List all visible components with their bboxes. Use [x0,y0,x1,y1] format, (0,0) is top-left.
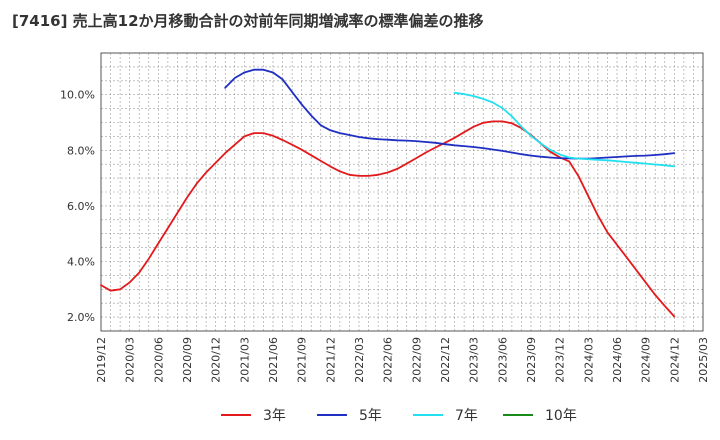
x-tick-label: 2021/03 [238,337,251,383]
x-tick-label: 2022/12 [439,337,452,383]
chart-title: [7416] 売上高12か月移動合計の対前年同期増減率の標準偏差の推移 [12,12,484,30]
plot-frame [100,52,704,332]
legend-label-1: 3年 [263,408,286,424]
series-line-2 [224,68,676,160]
x-tick-label: 2023/06 [496,337,509,383]
x-tick-label: 2023/09 [525,337,538,383]
x-tick-label: 2024/03 [582,337,595,383]
x-tick-label: 2022/03 [353,337,366,383]
x-tick-label: 2023/12 [554,337,567,383]
x-tick-label: 2019/12 [95,337,108,383]
x-tick-label: 2022/06 [382,337,395,383]
x-tick-label: 2021/06 [267,337,280,383]
x-tick-label: 2024/06 [611,337,624,383]
x-tick-label: 2020/06 [152,337,165,383]
y-tick-label: 10.0% [60,89,95,102]
legend-label-2: 5年 [359,408,382,424]
y-tick-label: 8.0% [67,144,95,157]
x-tick-label: 2021/12 [324,337,337,383]
series-line-1 [100,120,676,318]
y-tick-label: 4.0% [67,256,95,269]
x-tick-label: 2025/03 [697,337,710,383]
x-tick-label: 2020/09 [181,337,194,383]
x-tick-label: 2020/12 [210,337,223,383]
legend-label-3: 7年 [455,408,478,424]
y-tick-label: 6.0% [67,200,95,213]
y-tick-label: 2.0% [67,311,95,324]
x-tick-label: 2020/03 [124,337,137,383]
series-line-3 [453,91,676,168]
legend-label-4: 10年 [545,408,577,424]
x-tick-label: 2023/03 [468,337,481,383]
x-tick-label: 2024/09 [640,337,653,383]
x-tick-label: 2024/12 [668,337,681,383]
x-tick-label: 2021/09 [296,337,309,383]
x-tick-label: 2022/09 [410,337,423,383]
